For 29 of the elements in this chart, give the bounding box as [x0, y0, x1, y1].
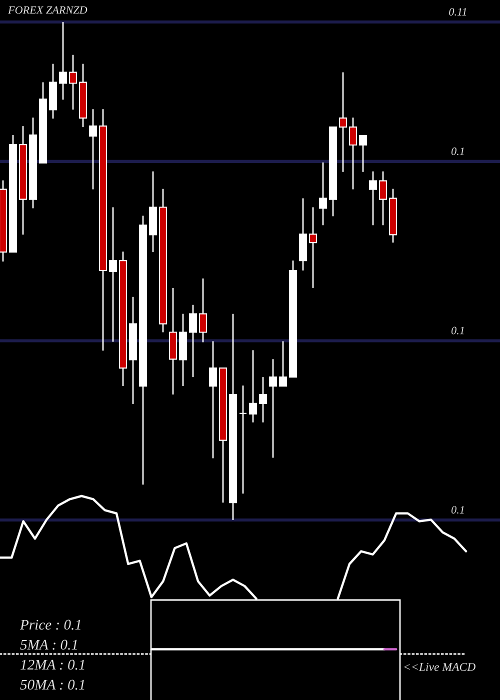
candlestick: [318, 162, 328, 226]
annotation: 0.1: [451, 326, 464, 334]
candlestick: [58, 21, 68, 100]
annotation: 0.1: [451, 148, 464, 156]
chart-title: FOREX ZARNZD: [8, 6, 88, 14]
annotation: 5MA : 0.1: [20, 640, 77, 650]
candlestick: [108, 206, 118, 342]
candlestick: [348, 116, 358, 190]
candlestick: [338, 72, 348, 173]
candlestick: [238, 384, 248, 494]
text: 12MA : 0.1: [20, 660, 84, 670]
candlestick: [308, 206, 318, 289]
candlestick: [278, 340, 288, 387]
candlestick: [198, 278, 208, 343]
candlestick: [268, 358, 278, 458]
candlestick: [68, 54, 78, 110]
candlestick: [248, 349, 258, 424]
text: 50MA : 0.1: [20, 680, 84, 690]
candlestick: [258, 376, 268, 424]
annotation: Price : 0.1: [20, 620, 80, 630]
candlestick: [208, 340, 218, 459]
annotation: 0.11: [449, 8, 466, 16]
candlestick: [378, 170, 388, 226]
candlestick: [358, 134, 368, 173]
candlestick: [88, 108, 98, 190]
candlestick: [188, 304, 198, 378]
text: <<Live MACD: [404, 663, 476, 671]
candlestick: [368, 170, 378, 226]
annotation: 0.1: [451, 506, 464, 514]
